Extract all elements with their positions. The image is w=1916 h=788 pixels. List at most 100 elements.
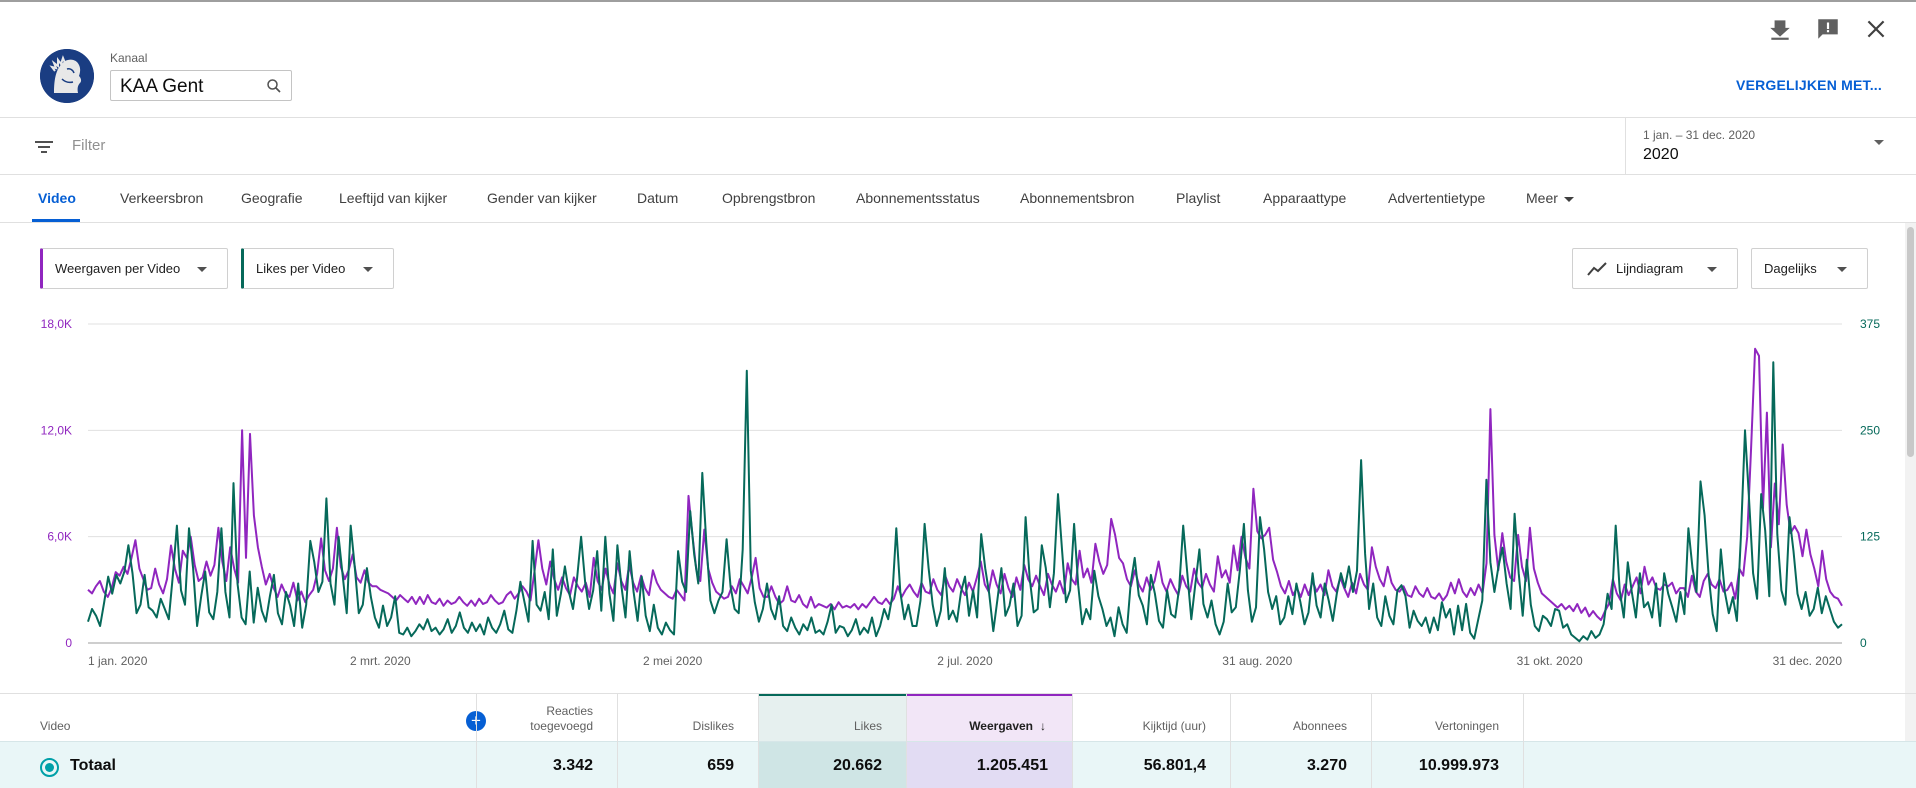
period-dropdown[interactable]: Dagelijks — [1751, 248, 1868, 289]
y-right-tick-label: 250 — [1860, 423, 1880, 437]
channel-avatar — [40, 49, 94, 103]
sort-down-icon: ↓ — [1040, 719, 1046, 733]
caret-down-icon — [1837, 267, 1847, 272]
date-range-value: 2020 — [1643, 146, 1679, 163]
column-divider — [1072, 693, 1073, 788]
cell-weergaven: 1.205.451 — [906, 742, 1072, 788]
tab-abonnementsbron[interactable]: Abonnementsbron — [1020, 190, 1135, 206]
channel-label: Kanaal — [110, 51, 148, 65]
column-header-reacties[interactable]: Reacties toegevoegd — [476, 694, 617, 742]
period-label: Dagelijks — [1764, 261, 1817, 276]
column-divider — [617, 693, 618, 788]
x-tick-label: 1 jan. 2020 — [88, 654, 148, 668]
compare-button[interactable]: VERGELIJKEN MET... — [1736, 77, 1882, 93]
filter-bar: Filter 1 jan. – 31 dec. 2020 2020 — [0, 117, 1916, 175]
date-range-label: 1 jan. – 31 dec. 2020 — [1643, 128, 1756, 142]
x-tick-label: 2 mrt. 2020 — [350, 654, 411, 668]
tab-advertentietype[interactable]: Advertentietype — [1388, 190, 1486, 206]
x-tick-label: 2 jul. 2020 — [937, 654, 993, 668]
tab-abonnementsstatus[interactable]: Abonnementsstatus — [856, 190, 980, 206]
chevron-down-icon — [1874, 140, 1884, 145]
line-chart: 0 0 6,0K 125 12,0K 250 18,0K 375 1 jan. 2020 2 mr… — [41, 317, 1881, 668]
metric1-dropdown[interactable]: Weergaven per Video — [40, 248, 228, 289]
x-tick-label: 2 mei 2020 — [643, 654, 703, 668]
chart-type-dropdown[interactable]: Lijndiagram — [1572, 248, 1738, 289]
cell-vertoningen: 10.999.973 — [1418, 757, 1499, 774]
column-header-weergaven[interactable]: Weergaven ↓ — [906, 694, 1072, 742]
x-tick-label: 31 dec. 2020 — [1773, 654, 1843, 668]
feedback-icon[interactable] — [1815, 16, 1841, 42]
metric2-label: Likes per Video — [256, 261, 346, 276]
scrollbar-thumb[interactable] — [1907, 227, 1914, 457]
chart-type-label: Lijndiagram — [1616, 261, 1684, 276]
y-right-tick-label: 0 — [1860, 636, 1867, 650]
table-row-total[interactable]: Totaal 3.342 659 20.662 1.205.451 56.801… — [0, 741, 1916, 788]
y-left-tick-label: 18,0K — [41, 317, 72, 331]
total-label: Totaal — [70, 757, 116, 774]
series-line-likes — [87, 361, 1843, 643]
active-tab-indicator — [32, 219, 80, 222]
column-header-kijktijd[interactable]: Kijktijd (uur) — [1142, 719, 1206, 733]
column-divider — [476, 693, 477, 788]
tab-datum[interactable]: Datum — [637, 190, 679, 206]
tab-gender[interactable]: Gender van kijker — [487, 190, 597, 206]
tab-leeftijd[interactable]: Leeftijd van kijker — [339, 190, 448, 206]
channel-name: KAA Gent — [120, 76, 204, 97]
channel-selector[interactable]: KAA Gent — [110, 70, 292, 101]
y-left-tick-label: 12,0K — [41, 423, 72, 437]
date-range-selector[interactable]: 1 jan. – 31 dec. 2020 2020 — [1625, 118, 1916, 175]
column-header-dislikes[interactable]: Dislikes — [692, 719, 734, 733]
scrollbar[interactable] — [1905, 223, 1916, 788]
cell-abonnees: 3.270 — [1306, 757, 1347, 774]
column-divider — [1371, 693, 1372, 788]
cell-dislikes: 659 — [707, 757, 734, 774]
y-left-tick-label: 6,0K — [47, 530, 72, 544]
filter-icon[interactable] — [32, 135, 56, 159]
cell-kijktijd: 56.801,4 — [1143, 757, 1206, 774]
y-right-tick-label: 375 — [1860, 317, 1880, 331]
close-icon[interactable] — [1863, 16, 1889, 42]
column-header-video[interactable]: Video — [40, 719, 71, 733]
column-header-likes[interactable]: Likes — [758, 694, 906, 742]
metric1-label: Weergaven per Video — [55, 261, 181, 276]
tab-meer[interactable]: Meer — [1526, 190, 1574, 206]
reacties-line1: Reacties — [546, 704, 593, 718]
weergaven-label: Weergaven — [969, 719, 1033, 733]
metric2-dropdown[interactable]: Likes per Video — [241, 248, 394, 289]
column-divider — [1523, 693, 1524, 788]
download-icon[interactable] — [1767, 16, 1793, 42]
column-header-vertoningen[interactable]: Vertoningen — [1434, 719, 1499, 733]
y-right-tick-label: 125 — [1860, 530, 1880, 544]
caret-down-icon — [197, 267, 207, 272]
tab-video[interactable]: Video — [38, 190, 76, 206]
column-divider — [1230, 693, 1231, 788]
series-line-views — [87, 347, 1843, 621]
tab-verkeersbron[interactable]: Verkeersbron — [120, 190, 204, 206]
caret-down-icon — [363, 267, 373, 272]
gent-logo-icon — [40, 49, 94, 103]
reacties-line2: toegevoegd — [530, 719, 593, 733]
caret-down-icon — [1707, 267, 1717, 272]
total-radio[interactable] — [40, 758, 59, 777]
tab-meer-label: Meer — [1526, 190, 1558, 206]
search-icon[interactable] — [265, 77, 283, 95]
tab-geografie[interactable]: Geografie — [241, 190, 303, 206]
x-tick-label: 31 okt. 2020 — [1517, 654, 1583, 668]
cell-likes: 20.662 — [758, 742, 906, 788]
caret-down-icon — [1563, 196, 1574, 202]
tab-apparaattype[interactable]: Apparaattype — [1263, 190, 1347, 206]
window-top-border — [0, 0, 1916, 2]
column-header-abonnees[interactable]: Abonnees — [1292, 719, 1347, 733]
cell-reacties: 3.342 — [552, 757, 593, 774]
tab-opbrengstbron[interactable]: Opbrengstbron — [722, 190, 816, 206]
line-chart-icon — [1587, 262, 1607, 276]
tab-playlist[interactable]: Playlist — [1176, 190, 1221, 206]
dimension-tabs: Video Verkeersbron Geografie Leeftijd va… — [0, 175, 1916, 223]
x-tick-label: 31 aug. 2020 — [1222, 654, 1292, 668]
y-left-tick-label: 0 — [65, 636, 72, 650]
column-divider — [906, 693, 907, 788]
filter-input[interactable]: Filter — [72, 137, 106, 154]
column-divider — [758, 693, 759, 788]
